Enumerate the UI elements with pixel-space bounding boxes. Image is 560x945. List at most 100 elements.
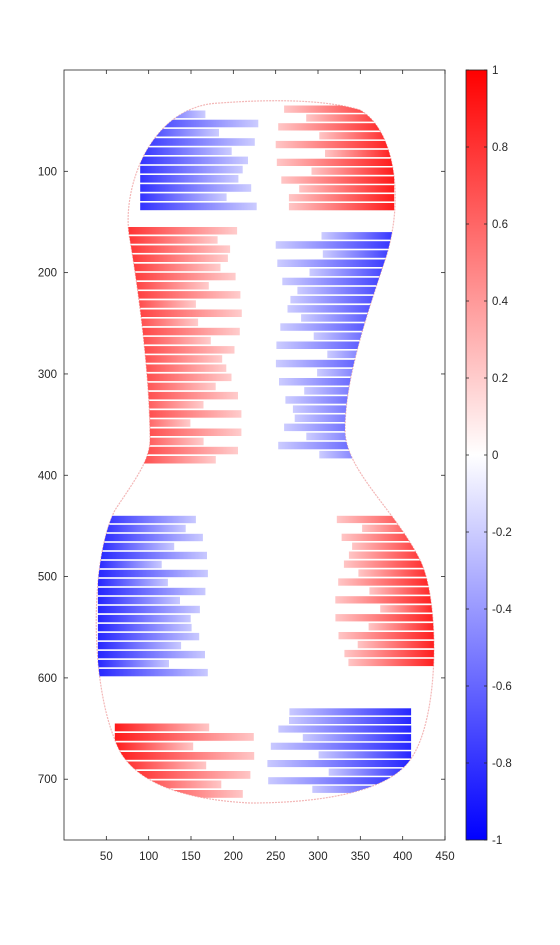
axes-box [63, 69, 446, 841]
region-band [127, 236, 218, 244]
colorbar: 1 0.8 0.6 0.4 0.2 0 -0.2 -0.4 -0.6 -0.8 -1 [465, 65, 512, 847]
region-band [114, 733, 254, 741]
region-band [362, 524, 434, 532]
region-band [276, 341, 395, 349]
region-band [278, 123, 395, 131]
region-band [140, 202, 257, 211]
colorbar-tick-label: -0.6 [492, 681, 512, 693]
region-band [297, 286, 395, 295]
region-band [97, 605, 200, 614]
region-band [127, 272, 236, 281]
colorbar-tick-label: -0.4 [492, 604, 512, 616]
y-tick-label: 100 [38, 166, 57, 178]
region-band [302, 734, 412, 742]
region-band [306, 114, 395, 122]
region-band [268, 777, 412, 785]
region-band [127, 437, 204, 446]
region-band [140, 128, 219, 137]
region-band [127, 428, 242, 436]
region-band [127, 382, 216, 391]
region-upper-right [275, 232, 395, 459]
region-band [292, 405, 395, 413]
region-band [127, 419, 191, 427]
region-band [344, 649, 434, 658]
region-band [97, 596, 180, 605]
region-band [97, 560, 162, 569]
region-band [319, 450, 395, 459]
colorbar-tick-label: 1 [492, 65, 498, 77]
x-tick-label: 250 [266, 851, 285, 863]
region-band [114, 761, 207, 770]
region-band [114, 790, 243, 798]
region-band [285, 396, 395, 404]
region-band [127, 327, 240, 336]
region-band [343, 560, 434, 568]
region-band [317, 368, 395, 377]
region-band [127, 410, 242, 418]
region-band [127, 401, 204, 409]
x-tick-label: 100 [139, 851, 158, 863]
region-band [97, 641, 182, 650]
region-band [97, 632, 200, 641]
region-band [335, 596, 434, 604]
region-band [304, 387, 395, 395]
region-band [338, 632, 434, 640]
region-band [140, 138, 255, 146]
region-band [309, 268, 395, 277]
x-tick-label: 350 [351, 851, 370, 863]
region-band [140, 147, 232, 155]
region-band [275, 140, 395, 149]
colorbar-tick-label: -0.2 [492, 527, 512, 539]
region-band [270, 742, 412, 750]
region-band [357, 640, 434, 649]
region-band [127, 245, 231, 253]
region-band [114, 752, 255, 760]
region-band [140, 175, 239, 183]
region-band [140, 119, 259, 128]
region-band [97, 515, 196, 524]
region-top-left [140, 110, 259, 211]
region-band [279, 378, 395, 386]
region-band [114, 723, 210, 732]
region-band [97, 587, 206, 596]
region-band [114, 742, 194, 751]
colorbar-tick-label: 0 [492, 450, 498, 462]
region-band [281, 176, 395, 184]
y-tick-label: 700 [38, 774, 57, 786]
region-band [97, 614, 191, 623]
region-band [282, 277, 395, 286]
region-band [97, 623, 192, 632]
region-band [127, 373, 232, 382]
region-band [127, 318, 199, 327]
region-band [140, 165, 243, 174]
region-band [348, 551, 434, 559]
region-band [368, 623, 434, 631]
region-band [140, 184, 252, 192]
region-band [284, 105, 395, 113]
region-band [140, 193, 227, 201]
region-band [127, 263, 221, 272]
region-band [327, 350, 395, 359]
region-band [321, 232, 395, 240]
region-band [352, 542, 434, 550]
x-tick-label: 300 [308, 851, 327, 863]
region-band [140, 110, 206, 119]
y-tick-label: 400 [38, 470, 57, 482]
region-band [306, 432, 395, 441]
region-bottom-right [267, 708, 412, 793]
colorbar-tick-label: 0.6 [492, 219, 508, 231]
region-band [289, 716, 412, 724]
region-band [127, 291, 241, 299]
x-tick-label: 450 [435, 851, 454, 863]
region-band [127, 254, 228, 262]
region-band [290, 295, 395, 304]
region-band [313, 332, 395, 340]
region-band [127, 309, 242, 317]
region-band [277, 259, 395, 267]
region-band [127, 355, 223, 363]
colorbar-ticks: 1 0.8 0.6 0.4 0.2 0 -0.2 -0.4 -0.6 -0.8 -1 [466, 65, 512, 847]
x-tick-label: 50 [100, 851, 113, 863]
axes-frame [63, 69, 446, 841]
y-tick-label: 300 [38, 369, 57, 381]
